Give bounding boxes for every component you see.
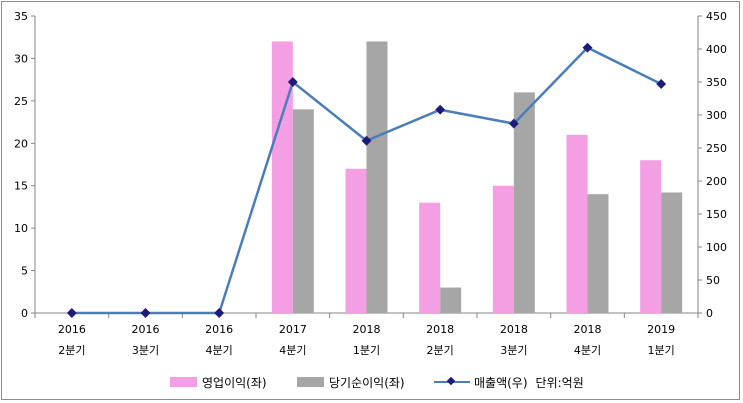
legend-swatch-net-income [297, 377, 324, 387]
bar-operating-profit [566, 134, 588, 313]
x-tick-label-year: 2018 [426, 323, 454, 336]
legend-item-operating-profit: 영업이익(좌) [170, 372, 267, 392]
left-tick-label: 35 [14, 10, 28, 23]
revenue-point [361, 135, 372, 146]
revenue-point [582, 42, 593, 53]
right-tick-label: 300 [706, 109, 727, 122]
bar-net-income [661, 192, 683, 313]
right-tick-label: 200 [706, 175, 727, 188]
unit-note: 단위:억원 [535, 375, 584, 390]
x-tick-label-year: 2018 [353, 323, 381, 336]
x-tick-label-quarter: 4분기 [279, 344, 306, 357]
bar-operating-profit [271, 41, 293, 313]
x-tick-label-year: 2018 [574, 323, 602, 336]
x-tick-label-quarter: 3분기 [500, 344, 527, 357]
x-tick-label-year: 2018 [500, 323, 528, 336]
chart-legend: 영업이익(좌) 당기순이익(좌) 매출액(우) 단위:억원 [0, 372, 743, 392]
right-tick-label: 250 [706, 142, 727, 155]
legend-item-net-income: 당기순이익(좌) [297, 372, 405, 392]
revenue-point [435, 104, 446, 115]
revenue-point [140, 308, 151, 318]
bar-net-income [513, 92, 535, 313]
bar-net-income [366, 41, 388, 313]
bar-net-income [292, 109, 314, 313]
legend-label-operating-profit: 영업이익(좌) [202, 375, 267, 390]
right-tick-label: 350 [706, 76, 727, 89]
bar-operating-profit [419, 202, 441, 313]
x-tick-label-quarter: 1분기 [648, 344, 675, 357]
left-tick-label: 25 [14, 95, 28, 108]
right-tick-label: 50 [706, 274, 720, 287]
bar-operating-profit [345, 168, 367, 313]
x-tick-label-quarter: 1분기 [353, 344, 380, 357]
right-tick-label: 100 [706, 241, 727, 254]
bar-operating-profit [640, 160, 662, 313]
legend-item-revenue: 매출액(우) 단위:억원 [434, 372, 584, 392]
x-tick-label-quarter: 3분기 [132, 344, 159, 357]
x-tick-label-year: 2019 [647, 323, 675, 336]
revenue-point [66, 308, 77, 318]
x-tick-label-quarter: 2분기 [427, 344, 454, 357]
left-tick-label: 15 [14, 180, 28, 193]
revenue-point [214, 308, 225, 318]
legend-label-net-income: 당기순이익(좌) [329, 375, 405, 390]
x-tick-label-year: 2017 [279, 323, 307, 336]
left-tick-label: 5 [21, 265, 28, 278]
x-tick-label-year: 2016 [205, 323, 233, 336]
left-tick-label: 0 [21, 307, 28, 320]
x-tick-label-quarter: 2분기 [58, 344, 85, 357]
legend-label-revenue: 매출액(우) [474, 375, 528, 390]
left-tick-label: 20 [14, 137, 28, 150]
right-tick-label: 0 [706, 307, 713, 320]
left-tick-label: 30 [14, 52, 28, 65]
bar-net-income [440, 287, 462, 313]
bar-net-income [587, 194, 609, 313]
x-tick-label-year: 2016 [58, 323, 86, 336]
revenue-point [656, 79, 667, 89]
legend-swatch-revenue [434, 376, 470, 388]
right-tick-label: 450 [706, 10, 727, 23]
bar-operating-profit [492, 185, 514, 313]
x-tick-label-quarter: 4분기 [206, 344, 233, 357]
legend-swatch-operating-profit [170, 377, 197, 387]
x-tick-label-quarter: 4분기 [574, 344, 601, 357]
x-tick-label-year: 2016 [132, 323, 160, 336]
left-tick-label: 10 [14, 222, 28, 235]
right-tick-label: 150 [706, 208, 727, 221]
right-tick-label: 400 [706, 43, 727, 56]
